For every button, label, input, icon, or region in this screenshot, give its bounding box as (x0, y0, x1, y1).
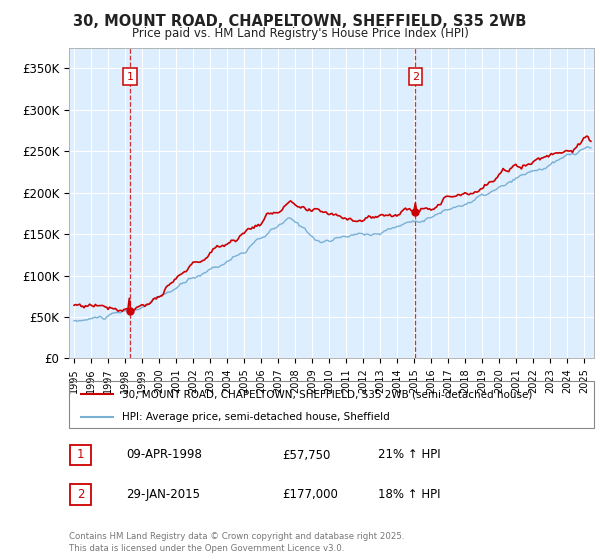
Text: Contains HM Land Registry data © Crown copyright and database right 2025.
This d: Contains HM Land Registry data © Crown c… (69, 533, 404, 553)
Text: 21% ↑ HPI: 21% ↑ HPI (378, 449, 440, 461)
Text: 30, MOUNT ROAD, CHAPELTOWN, SHEFFIELD, S35 2WB: 30, MOUNT ROAD, CHAPELTOWN, SHEFFIELD, S… (73, 14, 527, 29)
Text: 18% ↑ HPI: 18% ↑ HPI (378, 488, 440, 501)
Text: £177,000: £177,000 (282, 488, 338, 501)
Text: Price paid vs. HM Land Registry's House Price Index (HPI): Price paid vs. HM Land Registry's House … (131, 27, 469, 40)
Text: 1: 1 (77, 449, 84, 461)
Text: HPI: Average price, semi-detached house, Sheffield: HPI: Average price, semi-detached house,… (121, 412, 389, 422)
Text: 2: 2 (412, 72, 419, 82)
Text: 29-JAN-2015: 29-JAN-2015 (126, 488, 200, 501)
Text: 2: 2 (77, 488, 84, 501)
Text: £57,750: £57,750 (282, 449, 331, 461)
Text: 09-APR-1998: 09-APR-1998 (126, 449, 202, 461)
Text: 30, MOUNT ROAD, CHAPELTOWN, SHEFFIELD, S35 2WB (semi-detached house): 30, MOUNT ROAD, CHAPELTOWN, SHEFFIELD, S… (121, 389, 532, 399)
Text: 1: 1 (127, 72, 133, 82)
